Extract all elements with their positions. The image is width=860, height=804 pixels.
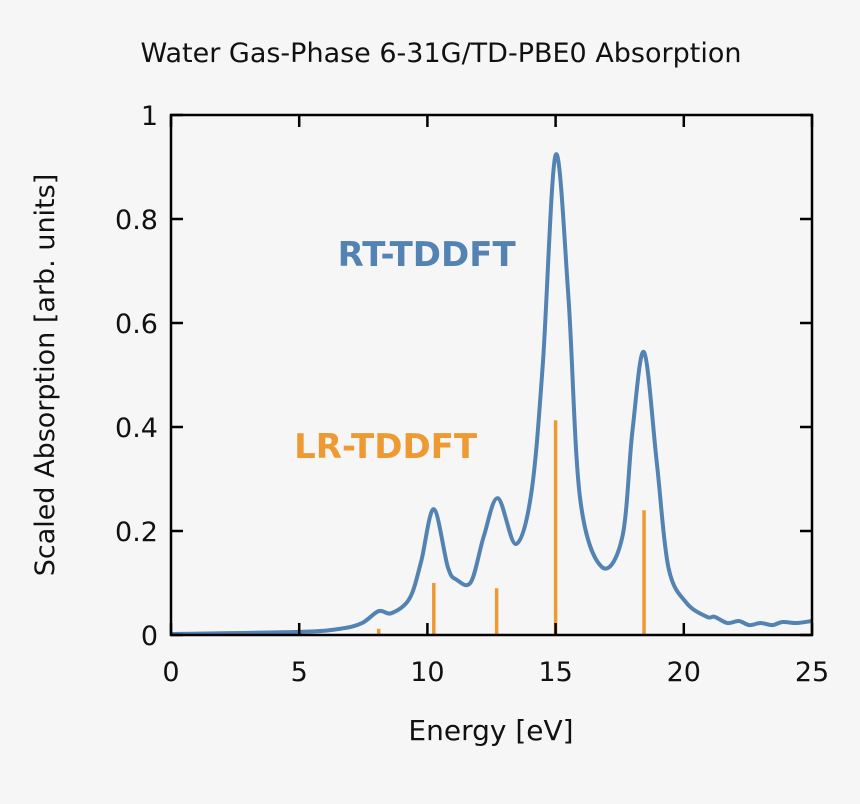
y-tick-label: 0.8 xyxy=(115,205,158,236)
axis-ticks: 0 5 10 15 20 25 0 0.2 0.4 0.6 0.8 1 xyxy=(115,101,829,688)
y-tick-label: 0 xyxy=(141,621,158,652)
y-tick-label: 0.2 xyxy=(115,517,158,548)
annotation-lr-tddft: LR-TDDFT xyxy=(294,427,478,467)
rt-tddft-line xyxy=(170,152,813,636)
x-tick-label: 15 xyxy=(538,657,572,688)
y-tick-label: 1 xyxy=(141,101,158,132)
x-tick-label: 10 xyxy=(410,657,444,688)
x-tick-label: 0 xyxy=(162,657,179,688)
x-tick-label: 20 xyxy=(667,657,701,688)
plot-frame xyxy=(169,113,814,637)
x-tick-label: 5 xyxy=(291,657,308,688)
y-tick-label: 0.6 xyxy=(115,309,158,340)
annotation-rt-tddft: RT-TDDFT xyxy=(338,235,517,275)
lr-tddft-sticks xyxy=(376,420,646,635)
x-axis-label: Energy [eV] xyxy=(408,714,573,747)
y-axis-label: Scaled Absorption [arb. units] xyxy=(30,174,61,577)
chart-title: Water Gas-Phase 6-31G/TD-PBE0 Absorption xyxy=(141,38,742,69)
x-tick-label: 25 xyxy=(795,657,829,688)
y-tick-label: 0.4 xyxy=(115,413,158,444)
